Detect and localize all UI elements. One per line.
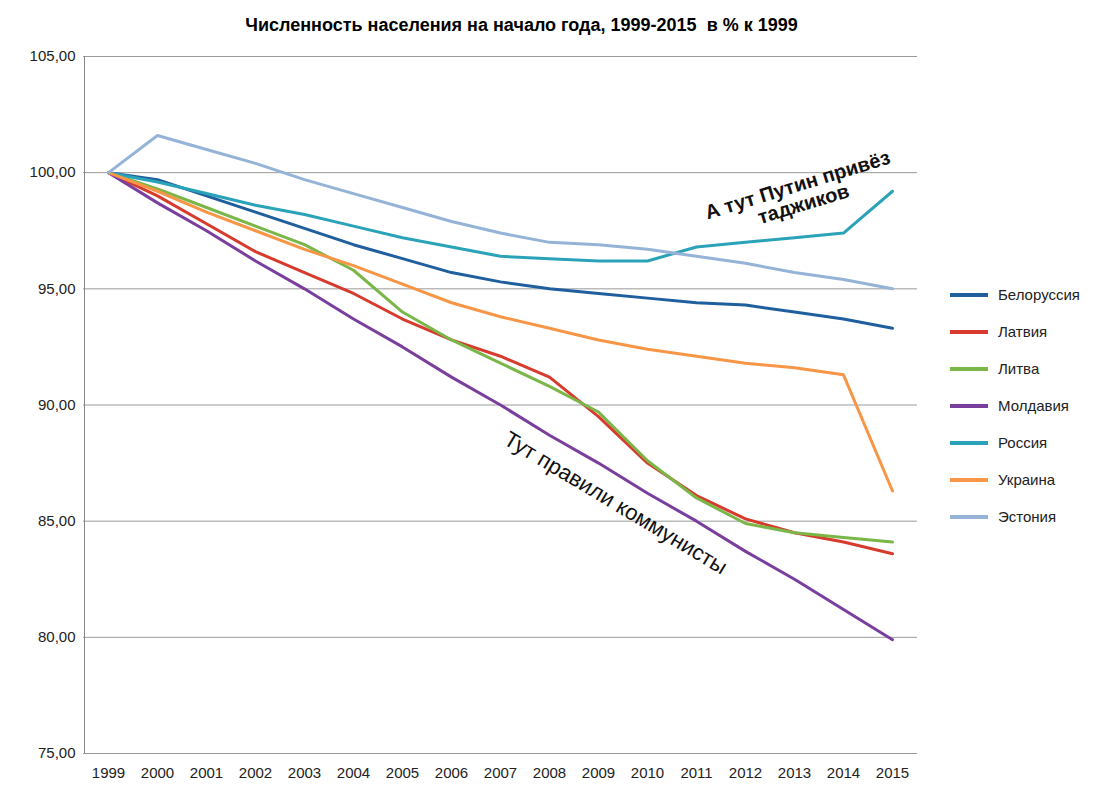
svg-text:2012: 2012 bbox=[729, 764, 762, 781]
svg-text:2009: 2009 bbox=[582, 764, 615, 781]
svg-text:100,00: 100,00 bbox=[30, 163, 76, 180]
html-text:Белоруссия: Белоруссия bbox=[998, 286, 1080, 303]
svg-text:2015: 2015 bbox=[876, 764, 909, 781]
html-text:Молдавия: Молдавия bbox=[998, 397, 1069, 414]
svg-text:90,00: 90,00 bbox=[38, 396, 76, 413]
svg-text:2001: 2001 bbox=[190, 764, 223, 781]
svg-text:80,00: 80,00 bbox=[38, 628, 76, 645]
html-text:Численность населения на начал: Численность населения на начало года, 19… bbox=[245, 15, 798, 35]
svg-text:2002: 2002 bbox=[239, 764, 272, 781]
svg-text:2004: 2004 bbox=[337, 764, 370, 781]
svg-text:1999: 1999 bbox=[92, 764, 125, 781]
svg-text:2014: 2014 bbox=[827, 764, 860, 781]
html-text:Литва: Литва bbox=[998, 360, 1040, 377]
svg-text:2005: 2005 bbox=[386, 764, 419, 781]
svg-text:2000: 2000 bbox=[141, 764, 174, 781]
svg-text:2008: 2008 bbox=[533, 764, 566, 781]
html-text:Эстония: Эстония bbox=[998, 508, 1057, 525]
svg-text:2006: 2006 bbox=[435, 764, 468, 781]
svg-text:2010: 2010 bbox=[631, 764, 664, 781]
html-text:Украина: Украина bbox=[998, 471, 1056, 488]
html-text:Латвия: Латвия bbox=[998, 323, 1048, 340]
svg-text:2003: 2003 bbox=[288, 764, 321, 781]
svg-text:85,00: 85,00 bbox=[38, 512, 76, 529]
svg-text:А тут Путин привёзтаджиков: А тут Путин привёзтаджиков bbox=[702, 146, 898, 242]
svg-text:Тут правили коммунисты: Тут правили коммунисты bbox=[500, 426, 732, 579]
svg-text:75,00: 75,00 bbox=[38, 744, 76, 761]
svg-text:2013: 2013 bbox=[778, 764, 811, 781]
svg-text:95,00: 95,00 bbox=[38, 280, 76, 297]
svg-text:105,00: 105,00 bbox=[30, 47, 76, 64]
svg-text:2007: 2007 bbox=[484, 764, 517, 781]
html-text:Россия: Россия bbox=[998, 434, 1048, 451]
svg-text:2011: 2011 bbox=[680, 764, 712, 781]
